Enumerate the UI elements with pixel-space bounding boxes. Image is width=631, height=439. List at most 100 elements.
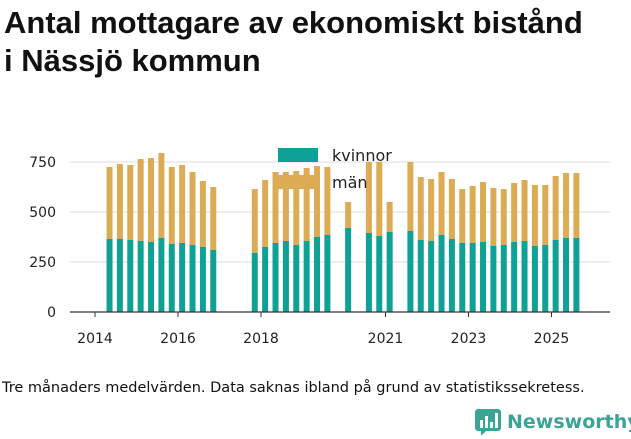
bar-man [407, 162, 414, 231]
bar-man [386, 202, 393, 232]
chart-title-line-2: i Nässjö kommun [4, 43, 261, 78]
bar-man [210, 187, 217, 250]
bar-man [106, 167, 113, 239]
bar-kvinnor [552, 240, 559, 312]
bar-man [189, 172, 196, 245]
bar-man [345, 202, 352, 228]
bar-kvinnor [376, 236, 383, 312]
y-tick-label: 500 [29, 205, 56, 221]
bar-kvinnor [490, 246, 497, 312]
bar-chart-icon [475, 409, 501, 435]
bar-kvinnor [365, 233, 372, 312]
bar-man [116, 164, 123, 239]
legend-swatch-kvinnor [278, 148, 318, 162]
y-tick-label: 750 [29, 155, 56, 171]
bar-man [500, 189, 507, 245]
bar-kvinnor [417, 240, 424, 312]
bar-man [303, 168, 310, 241]
bar-kvinnor [428, 241, 435, 312]
bar-man [168, 167, 175, 244]
brand-logo[interactable]: Newsworthy [475, 406, 631, 438]
legend-label-man: män [332, 173, 368, 192]
bar-kvinnor [542, 245, 549, 312]
bar-man [428, 179, 435, 241]
bar-kvinnor [531, 246, 538, 312]
bar-kvinnor [137, 241, 144, 312]
y-tick-label: 0 [47, 305, 56, 321]
bar-man [573, 173, 580, 238]
bar-kvinnor [262, 247, 269, 312]
x-tick-label: 2018 [243, 331, 279, 347]
bar-man [272, 172, 279, 243]
bar-man [490, 188, 497, 246]
legend-swatch-man [278, 175, 318, 189]
bar-man [262, 180, 269, 247]
bar-kvinnor [189, 245, 196, 312]
x-tick-label: 2021 [368, 331, 404, 347]
bar-man [199, 181, 206, 247]
bar-kvinnor [148, 242, 155, 312]
bar-kvinnor [251, 253, 258, 312]
bar-kvinnor [293, 245, 300, 312]
bar-kvinnor [469, 243, 476, 312]
bar-man [158, 153, 165, 238]
legend-label-kvinnor: kvinnor [332, 146, 392, 165]
bar-kvinnor [521, 241, 528, 312]
bar-kvinnor [324, 235, 331, 312]
bar-man [531, 185, 538, 246]
x-tick-label: 2014 [77, 331, 113, 347]
bar-kvinnor [573, 238, 580, 312]
bar-man [293, 171, 300, 245]
bar-man [148, 158, 155, 242]
bar-kvinnor [116, 239, 123, 312]
bar-man [137, 159, 144, 241]
bar-man [542, 185, 549, 245]
bar-man [324, 167, 331, 235]
bar-man [365, 162, 372, 233]
stacked-bar-chart: 0 250 500 750 2014 2016 2018 2021 2023 2025 kvinno… [29, 146, 610, 347]
chart-title-line-1: Antal mottagare av ekonomiskt bistånd [4, 5, 583, 40]
bar-man [511, 183, 518, 242]
bar-man [480, 182, 487, 242]
bar-kvinnor [199, 247, 206, 312]
bar-man [459, 189, 466, 243]
bar-man [282, 172, 289, 241]
bar-kvinnor [459, 243, 466, 312]
bar-man [314, 166, 321, 237]
bar-man [251, 189, 258, 253]
bar-kvinnor [480, 242, 487, 312]
x-tick-label: 2025 [534, 331, 570, 347]
bar-kvinnor [106, 239, 113, 312]
bar-man [448, 179, 455, 239]
chart-title: Antal mottagare av ekonomiskt bistånd i … [4, 4, 629, 80]
bar-man [417, 177, 424, 240]
bar-kvinnor [282, 241, 289, 312]
bar-man [376, 162, 383, 236]
bar-kvinnor [314, 237, 321, 312]
bar-kvinnor [345, 228, 352, 312]
y-tick-label: 250 [29, 255, 56, 271]
bar-kvinnor [500, 245, 507, 312]
bar-kvinnor [407, 231, 414, 312]
bar-kvinnor [563, 238, 570, 312]
bar-man [438, 172, 445, 235]
bar-kvinnor [386, 232, 393, 312]
x-tick-label: 2016 [160, 331, 196, 347]
bar-kvinnor [158, 238, 165, 312]
bar-kvinnor [210, 250, 217, 312]
footnote: Tre månaders medelvärden. Data saknas ib… [2, 380, 585, 396]
bar-kvinnor [127, 240, 134, 312]
bar-kvinnor [168, 244, 175, 312]
bar-kvinnor [179, 243, 186, 312]
bar-man [127, 165, 134, 240]
bar-man [469, 186, 476, 243]
x-tick-label: 2023 [451, 331, 487, 347]
bar-kvinnor [511, 242, 518, 312]
bar-kvinnor [303, 241, 310, 312]
bar-kvinnor [438, 235, 445, 312]
bar-kvinnor [448, 239, 455, 312]
bar-man [563, 173, 570, 238]
bar-man [521, 180, 528, 241]
bar-man [552, 176, 559, 240]
bar-man [179, 165, 186, 243]
